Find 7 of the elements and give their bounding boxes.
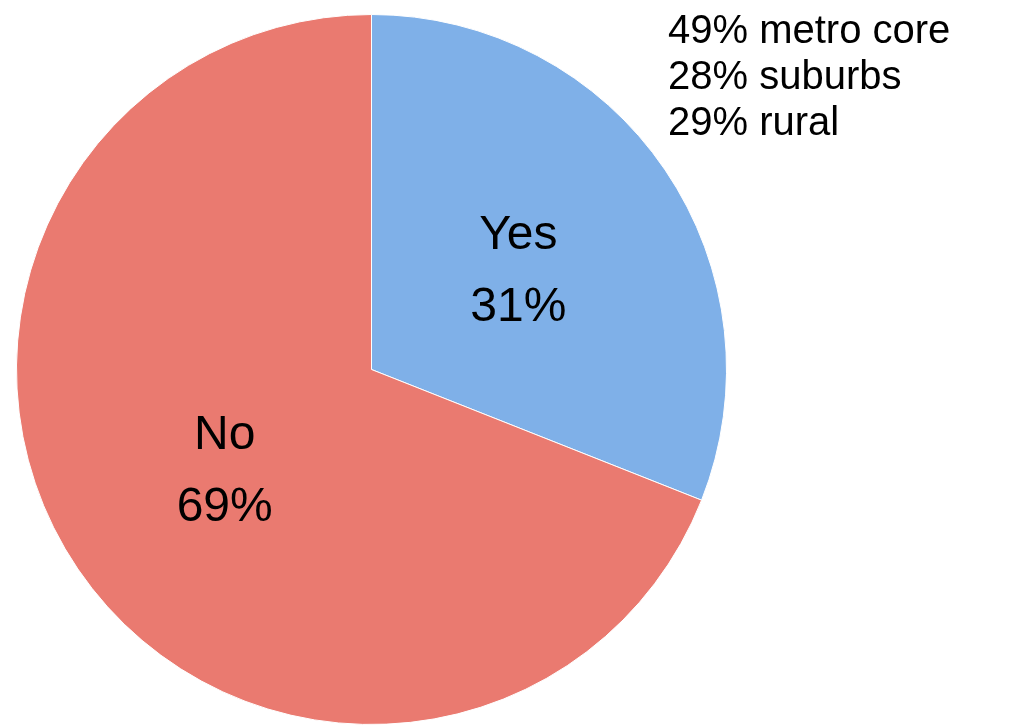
slice-label: Yes (479, 205, 558, 259)
text: 49% metro core (668, 6, 951, 52)
data-label: 31% (470, 277, 567, 331)
text: 29% rural (668, 98, 841, 144)
data-label: 69% (176, 477, 273, 531)
slice-label: No (194, 405, 256, 459)
text: 28% suburbs (668, 52, 903, 98)
